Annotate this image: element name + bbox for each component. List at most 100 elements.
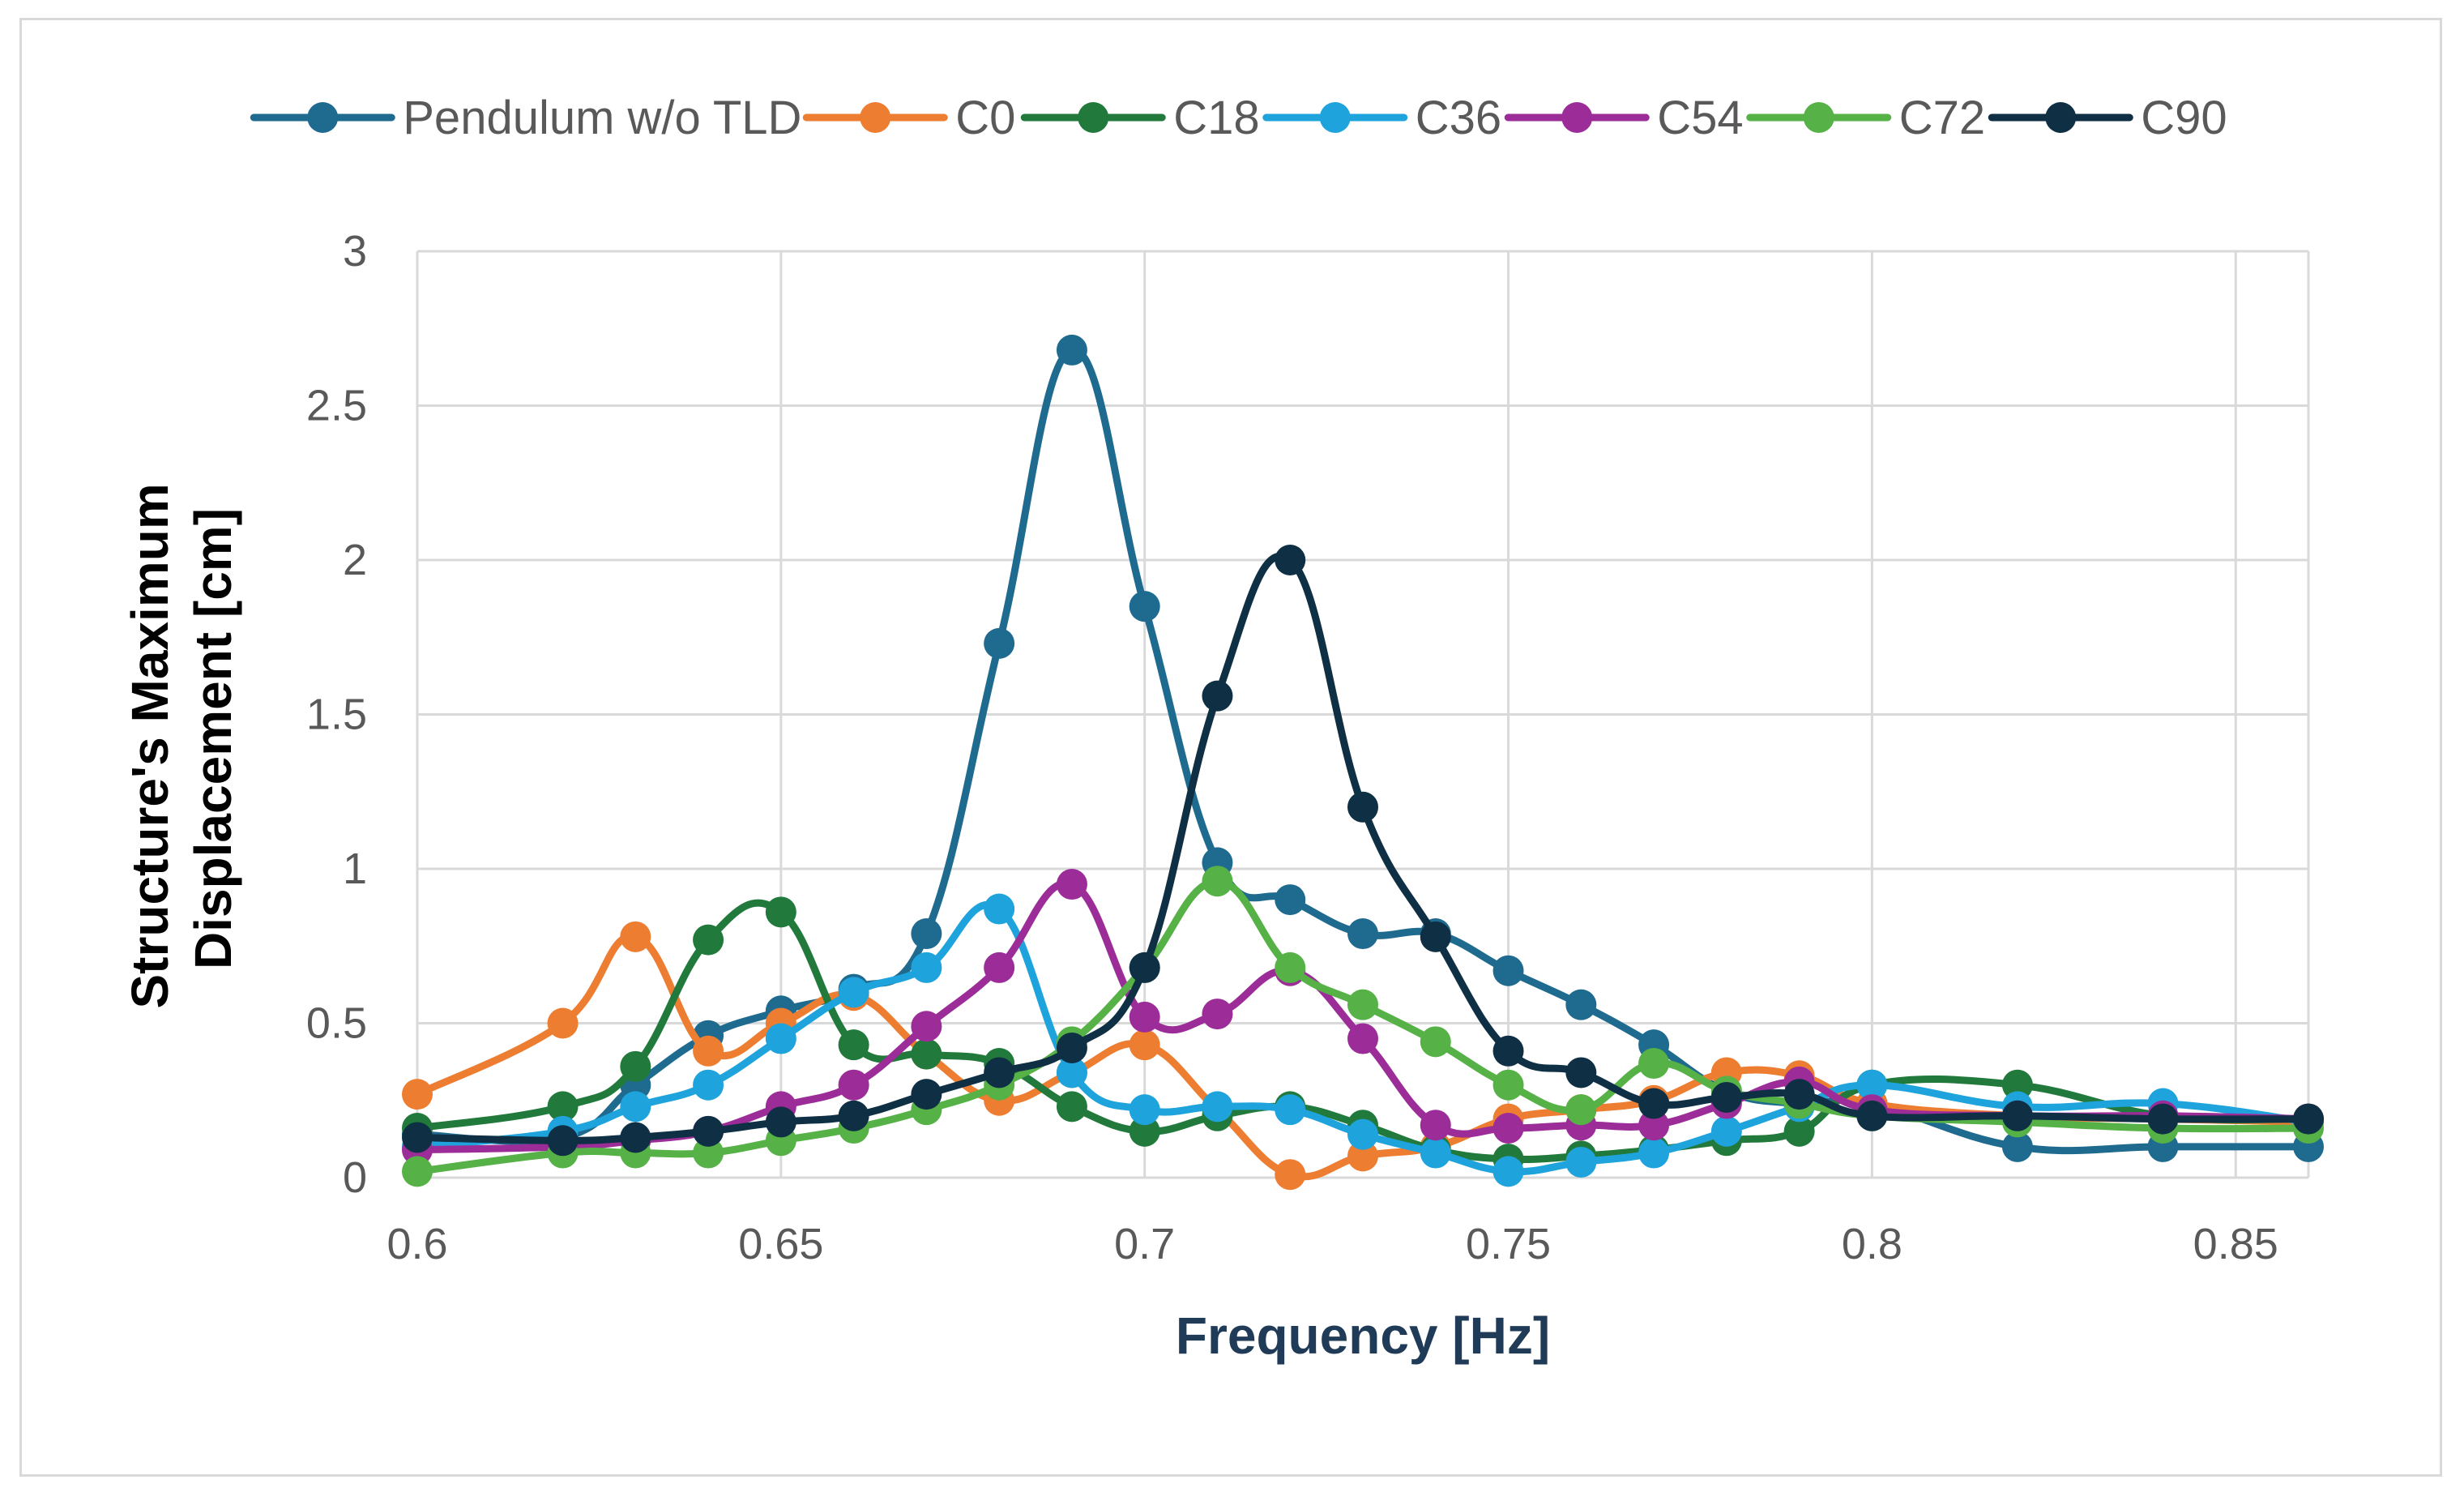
data-point [1056,1057,1087,1088]
legend-label: C0 [955,92,1015,144]
legend-marker [1078,102,1109,133]
data-point [1420,1137,1451,1169]
data-point [1856,1069,1888,1101]
data-point [1275,951,1306,983]
legend-marker [1319,102,1351,133]
data-point [620,1122,651,1153]
plot-area [402,334,2324,1191]
data-point [838,1100,869,1131]
y-tick-label: 1.5 [306,691,367,739]
y-axis-title: Structure's Maximum Displacement [cm] [121,468,242,1008]
data-point [1710,1115,1742,1147]
legend-item: C36 [1262,92,1501,144]
x-tick-labels: 0.6 0.65 0.7 0.75 0.8 0.85 [386,1220,2278,1268]
y-tick-label: 2.5 [306,382,367,430]
y-axis-title-line-2: Displacement [cm] [184,508,242,969]
data-point [1275,884,1306,916]
data-point [1565,1146,1597,1178]
data-point [1347,989,1378,1020]
legend-label: C72 [1899,92,1985,144]
data-point [1492,1113,1524,1144]
legend-marker [1803,102,1834,133]
x-tick-label: 0.85 [2193,1220,2278,1268]
series-c90 [402,545,2324,1157]
legend-marker [2045,102,2077,133]
x-tick-label: 0.8 [1842,1220,1902,1268]
data-point [1347,1118,1378,1150]
data-point [1783,1079,1815,1110]
legend-marker [860,102,891,133]
legend-item: C0 [802,92,1015,144]
data-point [693,924,724,956]
data-point [1638,1088,1670,1119]
data-point [1347,791,1378,823]
data-point [838,1069,869,1101]
data-point [1492,1156,1524,1187]
x-tick-label: 0.6 [386,1220,447,1268]
data-point [1420,921,1451,952]
data-point [1492,1035,1524,1067]
data-point [1275,1159,1306,1191]
data-point [1202,866,1233,897]
data-point [620,1091,651,1123]
data-point [838,977,869,1008]
data-point [402,1156,433,1187]
legend-marker [307,102,339,133]
data-point [1129,1001,1160,1033]
data-point [1347,918,1378,950]
legend-label: C36 [1416,92,1501,144]
data-point [1710,1081,1742,1113]
data-point [1129,1094,1160,1126]
data-point [1565,1094,1597,1126]
data-point [1056,1032,1087,1063]
data-point [1492,1069,1524,1101]
data-point [1129,591,1160,622]
data-point [1565,989,1597,1020]
data-point [1202,680,1233,712]
y-tick-label: 0.5 [306,999,367,1048]
data-point [2147,1103,2179,1135]
data-point [1420,1026,1451,1058]
y-tick-label: 1 [343,845,367,893]
chart-frame: 0 0.5 1 1.5 2 2.5 3 0.6 0.65 0.7 0.75 0.8 0.85 Pend… [19,18,2442,1477]
data-point [1129,951,1160,983]
data-point [1129,1029,1160,1061]
data-point [1638,1137,1670,1169]
y-tick-label: 0 [343,1153,367,1202]
legend-item: C90 [1988,92,2227,144]
data-point [1129,1115,1160,1147]
data-point [2293,1103,2324,1135]
x-tick-label: 0.7 [1114,1220,1175,1268]
data-point [1056,334,1087,366]
x-tick-label: 0.75 [1466,1220,1551,1268]
data-point [693,1069,724,1101]
data-point [1420,1110,1451,1141]
data-point [693,1035,724,1067]
data-point [765,1023,796,1054]
data-point [911,1038,942,1070]
data-point [984,951,1015,983]
data-point [1492,955,1524,986]
data-point [1638,1110,1670,1141]
legend-marker [1561,102,1593,133]
data-point [765,1106,796,1138]
data-point [1275,545,1306,575]
data-point [547,1125,579,1157]
series-c36 [402,893,2324,1187]
legend-item: C72 [1746,92,1985,144]
chart-svg: 0 0.5 1 1.5 2 2.5 3 0.6 0.65 0.7 0.75 0.8 0.85 Pend… [121,92,2324,1365]
data-point [2001,1100,2033,1131]
data-point [1347,1023,1378,1054]
data-point [1202,999,1233,1030]
data-point [2001,1131,2033,1162]
legend-label: C18 [1173,92,1259,144]
y-axis-title-line-1: Structure's Maximum [121,483,179,1008]
data-point [2001,1069,2033,1101]
data-point [1056,869,1087,900]
data-point [984,1057,1015,1088]
data-point [984,893,1015,925]
data-point [620,1050,651,1082]
data-point [547,1091,579,1123]
data-point [1856,1100,1888,1131]
x-axis-title: Frequency [Hz] [1176,1306,1550,1365]
